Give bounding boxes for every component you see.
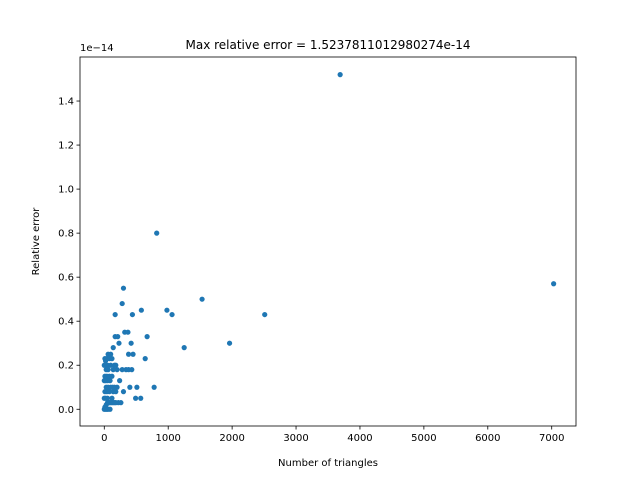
data-point: [117, 378, 123, 384]
y-axis-label: Relative error: [31, 207, 42, 276]
data-point: [119, 300, 125, 307]
x-tick-label: 0: [101, 433, 107, 444]
data-points: [101, 72, 557, 412]
data-point: [113, 389, 119, 395]
data-point: [109, 384, 116, 390]
data-point: [151, 384, 157, 390]
y-tick-label: 1.2: [58, 141, 74, 152]
x-tick-label: 3000: [283, 433, 308, 444]
x-tick-label: 1000: [155, 433, 180, 444]
data-point: [108, 362, 114, 368]
data-point: [199, 296, 205, 302]
y-axis: 0.0 0.2 0.4 0.6 0.8 1.0 1.2 1.4: [58, 97, 80, 416]
y-tick-label: 0.4: [58, 317, 74, 328]
data-point: [114, 367, 120, 373]
y-tick-label: 0.2: [58, 361, 74, 372]
data-point: [337, 72, 343, 78]
x-axis: 0 1000 2000 3000 4000 5000 6000 7000: [101, 426, 564, 444]
data-point: [104, 395, 111, 401]
data-point: [110, 367, 116, 373]
data-point: [164, 307, 170, 313]
y-tick-label: 1.0: [58, 185, 74, 196]
plot-frame: [79, 56, 577, 427]
data-point: [125, 329, 131, 335]
y-tick-label: 1.4: [58, 97, 74, 108]
data-point: [105, 367, 111, 373]
data-point: [109, 356, 115, 362]
y-tick-label: 0.0: [58, 405, 74, 416]
data-point: [116, 340, 122, 346]
chart-title: Max relative error = 1.5237811012980274e…: [185, 38, 470, 52]
data-point: [113, 400, 119, 406]
x-tick-label: 5000: [411, 433, 436, 444]
data-point: [113, 362, 119, 368]
data-point: [129, 311, 136, 318]
data-point: [130, 351, 136, 357]
data-point: [120, 389, 127, 395]
data-point: [129, 367, 135, 373]
data-point: [142, 356, 148, 362]
data-point: [133, 395, 139, 401]
data-point: [119, 367, 125, 373]
data-point: [134, 384, 140, 390]
data-point: [226, 340, 233, 346]
data-point: [107, 406, 113, 412]
data-point: [118, 400, 124, 406]
data-point: [262, 311, 268, 318]
data-point: [138, 395, 144, 401]
data-point: [120, 285, 127, 291]
x-tick-label: 7000: [539, 433, 564, 444]
data-point: [128, 340, 134, 346]
x-tick-label: 4000: [347, 433, 372, 444]
data-point: [115, 334, 121, 340]
data-point: [125, 351, 132, 357]
data-point: [127, 384, 133, 390]
data-point: [101, 362, 107, 368]
data-point: [109, 373, 115, 379]
data-point: [106, 389, 113, 395]
data-point: [144, 334, 150, 340]
data-point: [169, 311, 175, 318]
data-point: [110, 345, 116, 351]
y-tick-label: 0.8: [58, 229, 74, 240]
data-point: [138, 307, 144, 313]
x-tick-label: 6000: [475, 433, 500, 444]
data-point: [154, 230, 160, 236]
data-point: [551, 281, 557, 287]
y-offset-label: 1e−14: [80, 43, 114, 54]
data-point: [108, 351, 114, 357]
y-tick-label: 0.6: [58, 273, 74, 284]
x-axis-label: Number of triangles: [278, 458, 378, 469]
x-tick-label: 2000: [219, 433, 244, 444]
data-point: [112, 311, 118, 318]
data-point: [107, 378, 113, 384]
data-point: [181, 345, 187, 351]
data-point: [109, 395, 115, 401]
